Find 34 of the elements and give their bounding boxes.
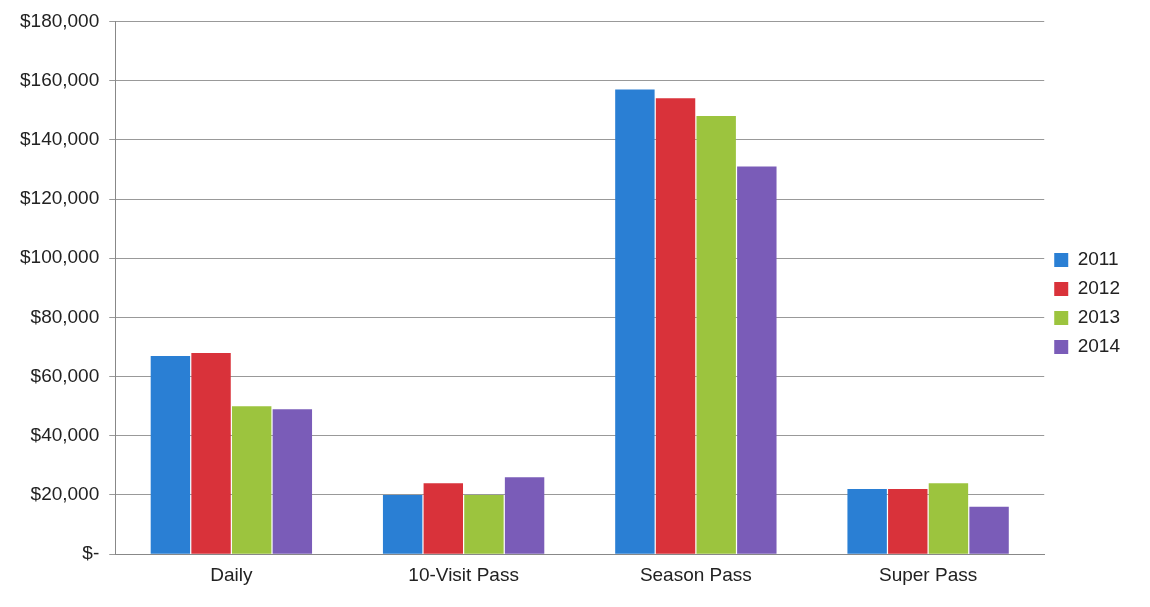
legend-label: 2013 bbox=[1077, 306, 1121, 328]
y-tick-label: $60,000 bbox=[30, 364, 100, 386]
y-tick-label: $180,000 bbox=[20, 9, 100, 31]
y-tick-label: $160,000 bbox=[20, 68, 100, 90]
x-tick-label: Season Pass bbox=[639, 563, 752, 585]
bar bbox=[847, 489, 887, 554]
bar bbox=[504, 477, 545, 554]
y-tick-label: $- bbox=[82, 542, 100, 564]
legend-label: 2014 bbox=[1077, 335, 1121, 357]
x-tick-label: Super Pass bbox=[878, 563, 978, 585]
bar bbox=[423, 483, 464, 554]
y-tick-label: $20,000 bbox=[30, 483, 100, 505]
y-tick-label: $40,000 bbox=[30, 424, 100, 446]
bar bbox=[382, 495, 423, 554]
x-tick-label: 10-Visit Pass bbox=[408, 563, 519, 585]
bar bbox=[615, 89, 655, 554]
legend-label: 2011 bbox=[1077, 248, 1119, 270]
y-tick-label: $80,000 bbox=[30, 305, 100, 327]
bar bbox=[231, 406, 272, 554]
bar bbox=[191, 352, 231, 554]
y-tick-label: $100,000 bbox=[20, 246, 100, 268]
legend-label: 2012 bbox=[1077, 277, 1121, 299]
bar bbox=[272, 409, 313, 554]
x-tick-label: Daily bbox=[210, 563, 253, 585]
y-tick-label: $140,000 bbox=[20, 128, 100, 150]
bar bbox=[888, 489, 928, 554]
bar bbox=[655, 98, 696, 554]
bar bbox=[737, 166, 777, 554]
bar bbox=[696, 116, 736, 554]
bar bbox=[928, 483, 969, 554]
bar bbox=[150, 355, 191, 554]
bar bbox=[464, 495, 504, 554]
y-tick-label: $120,000 bbox=[20, 187, 100, 209]
bar bbox=[969, 506, 1009, 554]
